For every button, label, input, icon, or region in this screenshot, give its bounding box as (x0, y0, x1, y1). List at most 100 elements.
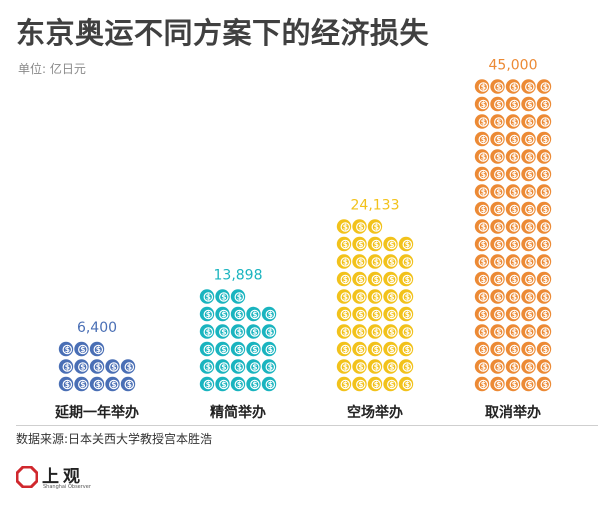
svg-text:$: $ (237, 363, 242, 372)
svg-text:$: $ (512, 83, 517, 92)
svg-text:$: $ (527, 240, 532, 249)
value-label: 45,000 (489, 58, 538, 74)
coin-icon: $ (490, 306, 505, 322)
svg-text:$: $ (481, 83, 486, 92)
svg-text:$: $ (80, 363, 85, 372)
coin-icon: $ (521, 79, 536, 94)
coin-icon: $ (490, 359, 505, 374)
svg-text:$: $ (343, 275, 348, 284)
svg-text:$: $ (374, 328, 379, 337)
coin-icon: $ (336, 341, 352, 357)
svg-text:$: $ (252, 380, 257, 389)
coin-icon: $ (490, 184, 505, 199)
coin-icon: $ (199, 324, 215, 339)
coin-icon: $ (215, 289, 230, 304)
coin-icon: $ (261, 324, 277, 339)
svg-text:$: $ (496, 293, 501, 302)
coin-icon: $ (474, 114, 490, 129)
svg-text:$: $ (527, 170, 532, 179)
svg-text:$: $ (374, 223, 379, 232)
svg-text:$: $ (496, 205, 501, 214)
coin-icon: $ (367, 254, 383, 269)
coin-icon: $ (536, 79, 552, 94)
svg-text:$: $ (543, 223, 548, 232)
svg-text:$: $ (343, 240, 348, 249)
coin-icon: $ (352, 359, 367, 374)
coin-icon: $ (58, 341, 74, 357)
logo-text: 上观 (42, 467, 84, 487)
svg-text:$: $ (527, 258, 532, 267)
coin-icon: $ (367, 219, 383, 234)
svg-text:$: $ (65, 380, 70, 389)
svg-text:$: $ (496, 170, 501, 179)
svg-text:$: $ (65, 363, 70, 372)
coin-icon: $ (536, 149, 552, 164)
coin-icon: $ (120, 376, 136, 392)
svg-text:$: $ (496, 153, 501, 162)
svg-text:$: $ (374, 258, 379, 267)
coin-icon: $ (474, 324, 490, 339)
coin-icon: $ (215, 324, 230, 339)
svg-text:$: $ (343, 310, 348, 319)
coin-icon: $ (474, 131, 490, 147)
footer-divider (16, 425, 598, 426)
coin-icon: $ (230, 359, 246, 374)
svg-text:$: $ (221, 328, 226, 337)
coin-icon: $ (521, 359, 536, 374)
coin-icon: $ (398, 359, 414, 374)
svg-text:$: $ (343, 293, 348, 302)
svg-text:$: $ (481, 188, 486, 197)
coin-icon: $ (199, 359, 215, 374)
coin-icon: $ (367, 289, 383, 304)
coin-icon: $ (398, 376, 414, 392)
svg-text:$: $ (543, 83, 548, 92)
svg-text:$: $ (268, 363, 273, 372)
coin-icon: $ (261, 341, 277, 357)
coin-icon: $ (536, 219, 552, 234)
svg-text:$: $ (221, 363, 226, 372)
coin-icon: $ (536, 324, 552, 339)
coin-icon: $ (521, 376, 536, 392)
coin-icon: $ (336, 306, 352, 322)
coin-icon: $ (105, 376, 120, 392)
svg-text:$: $ (543, 328, 548, 337)
coin-icon: $ (474, 289, 490, 304)
coin-icon: $ (246, 306, 261, 322)
svg-text:$: $ (527, 380, 532, 389)
coin-icon: $ (398, 254, 414, 269)
svg-text:$: $ (496, 135, 501, 144)
svg-text:$: $ (358, 380, 363, 389)
svg-text:$: $ (543, 363, 548, 372)
svg-text:$: $ (96, 380, 101, 389)
svg-text:$: $ (268, 310, 273, 319)
svg-text:$: $ (496, 328, 501, 337)
svg-text:$: $ (512, 328, 517, 337)
svg-text:$: $ (496, 100, 501, 109)
svg-text:$: $ (496, 310, 501, 319)
coin-icon: $ (490, 271, 505, 287)
coin-icon: $ (490, 254, 505, 269)
coin-icon: $ (474, 359, 490, 374)
coin-icon: $ (336, 219, 352, 234)
coin-icon: $ (105, 359, 120, 374)
svg-text:$: $ (527, 135, 532, 144)
svg-text:$: $ (512, 345, 517, 354)
category-label: 延期一年举办 (54, 404, 139, 421)
coin-icon: $ (367, 306, 383, 322)
svg-text:$: $ (343, 258, 348, 267)
coin-icon: $ (536, 376, 552, 392)
coin-icon: $ (383, 271, 398, 287)
svg-text:$: $ (481, 100, 486, 109)
coin-icon: $ (474, 271, 490, 287)
svg-text:$: $ (512, 258, 517, 267)
svg-text:$: $ (481, 135, 486, 144)
svg-text:$: $ (512, 293, 517, 302)
svg-text:$: $ (527, 83, 532, 92)
coin-icon: $ (352, 219, 367, 234)
coin-icon: $ (474, 201, 490, 217)
logo-subtext: Shanghai Observer (43, 484, 91, 490)
coin-icon: $ (536, 271, 552, 287)
svg-text:$: $ (206, 293, 211, 302)
coin-icon: $ (536, 114, 552, 129)
svg-text:$: $ (527, 328, 532, 337)
